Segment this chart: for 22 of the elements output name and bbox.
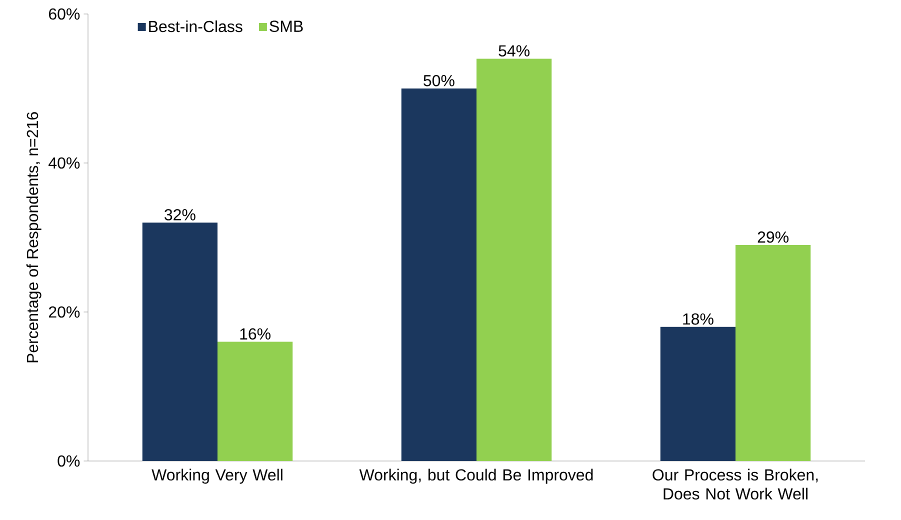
data-label: 18% <box>683 313 714 325</box>
bar <box>736 244 811 461</box>
y-tick-label: 20% <box>48 306 80 318</box>
bar <box>476 58 552 461</box>
data-label: 32% <box>164 209 196 220</box>
x-tick-label: Our Process is Broken, Does Not Work Well <box>652 468 818 500</box>
legend-label: Best-in-Class <box>149 20 242 32</box>
bar <box>142 222 218 461</box>
bar <box>218 342 293 461</box>
data-label: 16% <box>240 328 270 340</box>
y-tick-label: 40% <box>48 157 80 169</box>
data-label: 54% <box>498 45 530 56</box>
x-tick-label: Working Very Well <box>152 468 282 484</box>
bar <box>660 326 736 461</box>
y-tick-label: 0% <box>58 455 80 467</box>
y-axis-title: Percentage of Respondents, n=216 <box>26 112 42 362</box>
legend-label: SMB <box>270 20 303 32</box>
bar <box>401 88 477 461</box>
data-label: 50% <box>424 74 454 86</box>
data-label: 29% <box>758 231 789 243</box>
x-tick-label: Working, but Could Be Improved <box>359 468 593 484</box>
y-tick-label: 60% <box>48 8 80 20</box>
